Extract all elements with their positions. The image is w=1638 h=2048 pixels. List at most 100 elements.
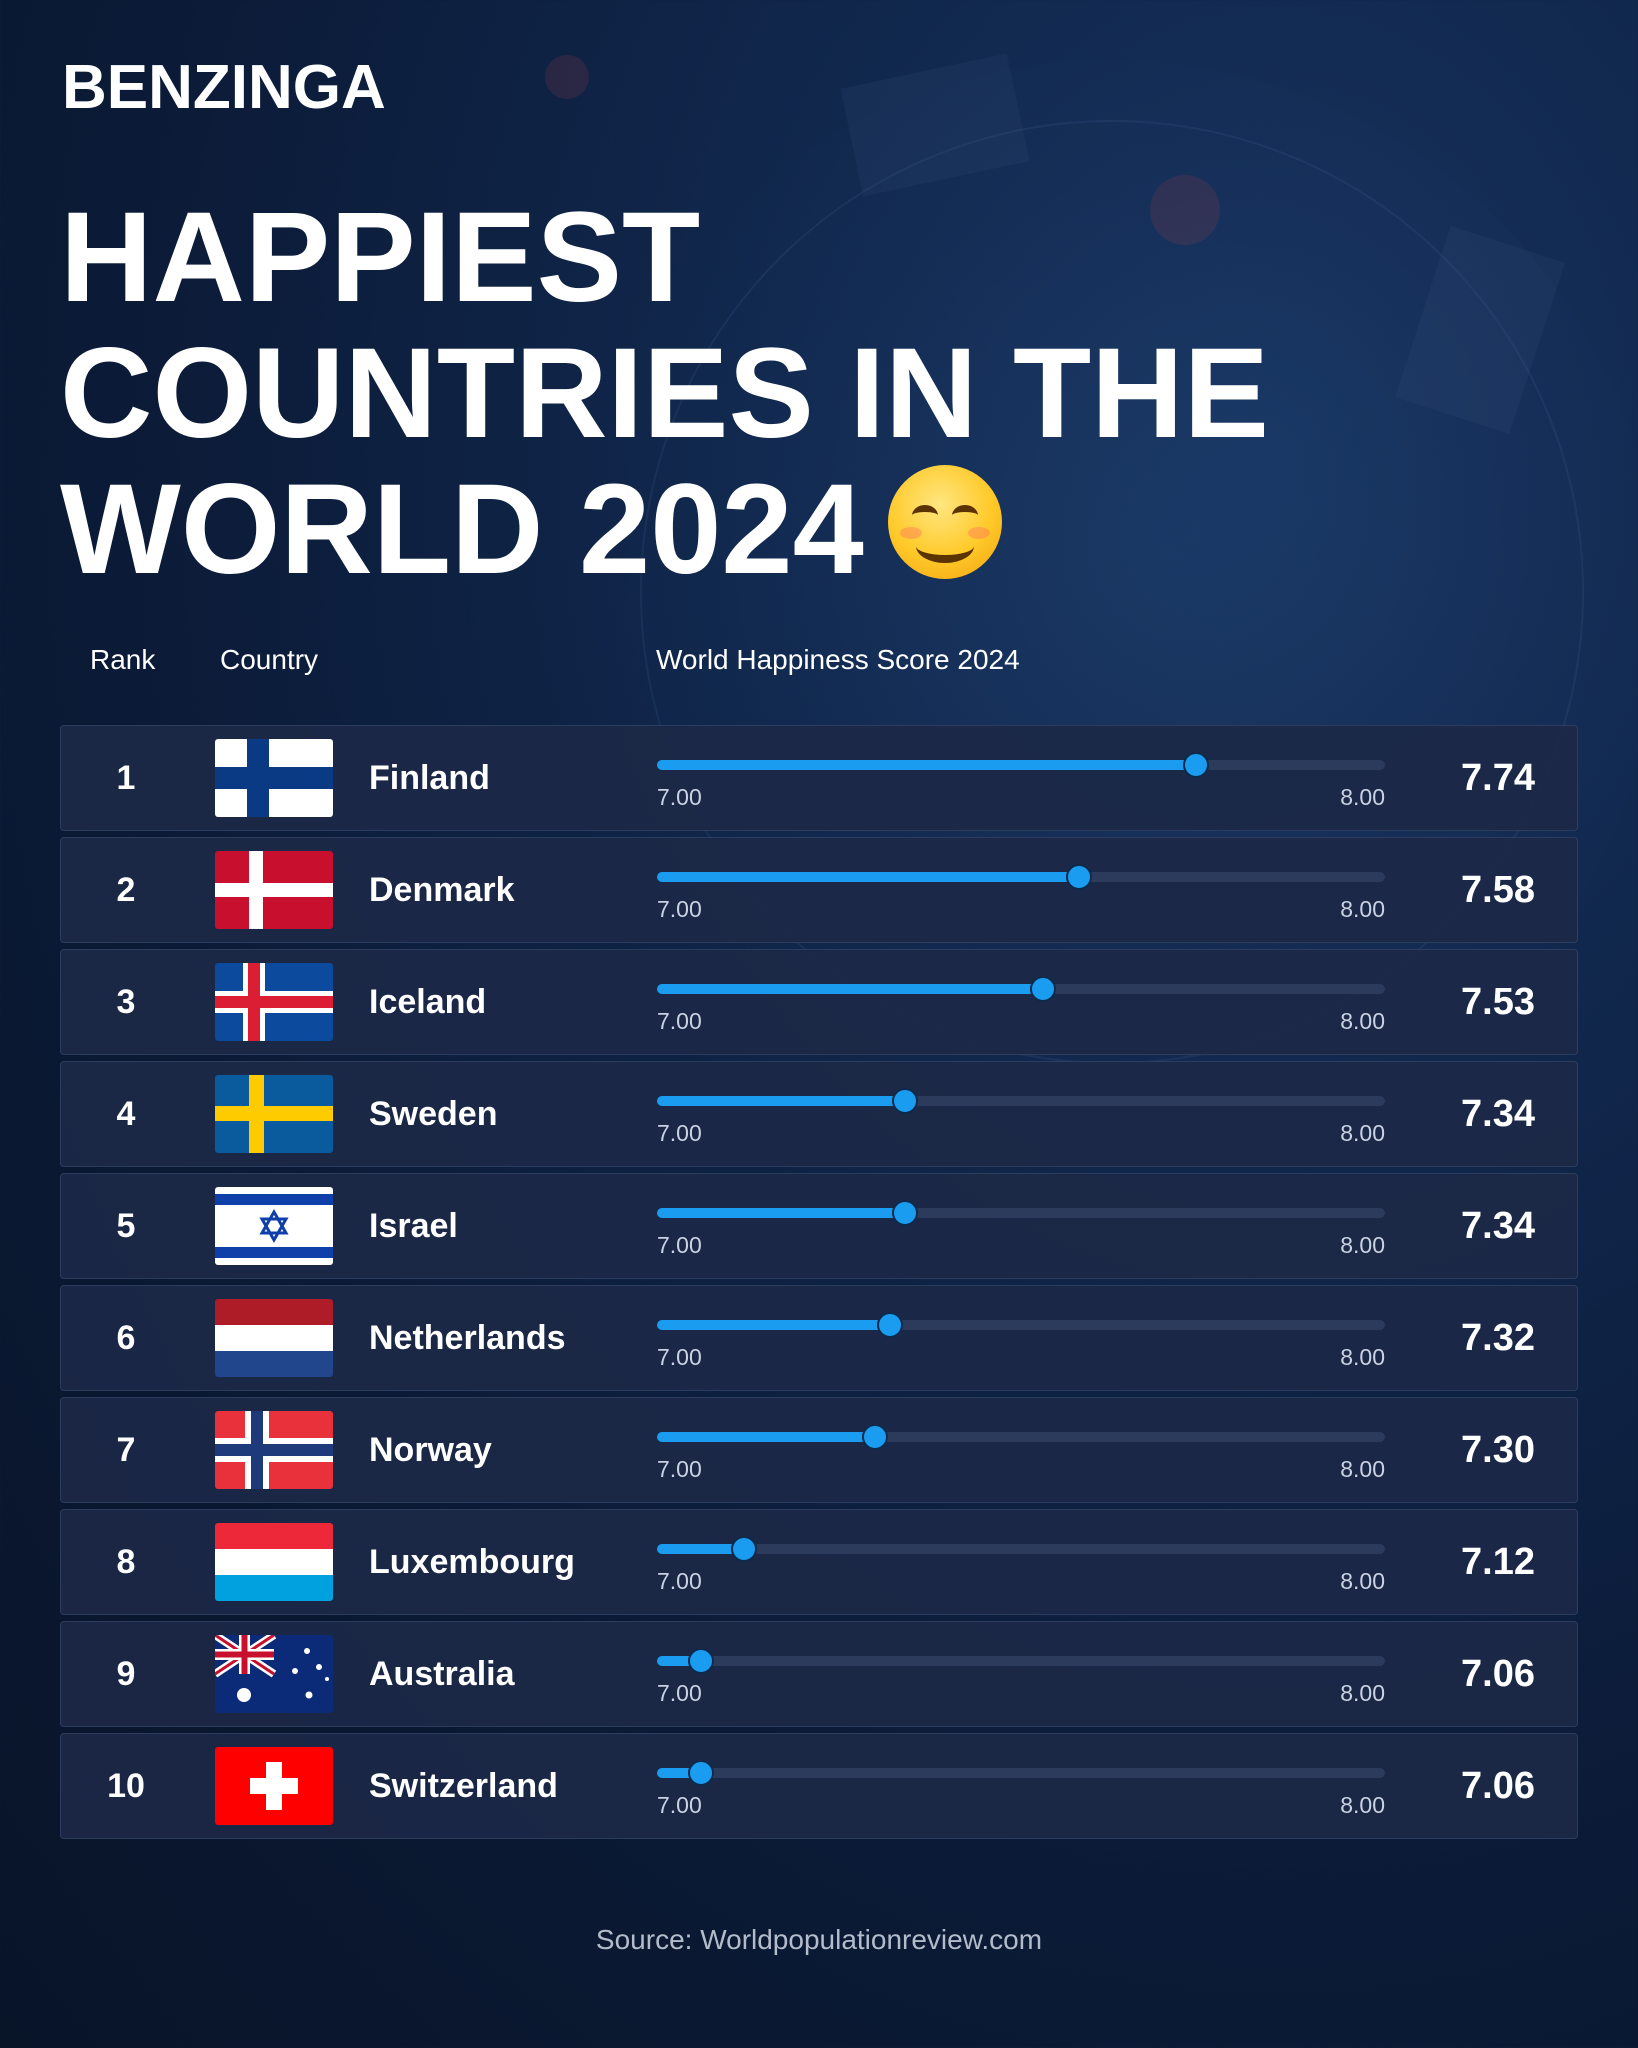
tick-label-max: 8.00 — [1340, 1680, 1385, 1706]
rank-number: 8 — [116, 1543, 136, 1581]
score-value: 7.30 — [1461, 1429, 1535, 1471]
finland-flag-icon — [215, 739, 333, 817]
score-bar-track — [657, 1536, 1385, 1562]
tick-label-max: 8.00 — [1340, 896, 1385, 922]
country-name: Norway — [369, 1431, 492, 1469]
country-header: Country — [220, 644, 319, 675]
israel-flag-icon — [215, 1187, 333, 1265]
score-marker — [731, 1536, 757, 1562]
country-name: Australia — [369, 1655, 515, 1693]
score-bar — [657, 1432, 875, 1442]
country-name: Luxembourg — [369, 1543, 575, 1581]
tick-label-min: 7.00 — [657, 1456, 702, 1482]
score-value: 7.12 — [1461, 1541, 1535, 1583]
brand-logo: BENZINGA — [62, 53, 386, 122]
score-value: 7.58 — [1461, 869, 1535, 911]
score-bar — [657, 1208, 905, 1218]
score-bar — [657, 1768, 701, 1778]
netherlands-flag-icon — [215, 1299, 333, 1377]
tick-label-min: 7.00 — [657, 1792, 702, 1818]
column-headers: Rank Country World Happiness Score 2024 — [0, 644, 1638, 684]
score-bar — [657, 1096, 905, 1106]
country-name: Israel — [369, 1207, 458, 1245]
table-row: 5 Israel 7.00 8.00 7.34 — [60, 1173, 1578, 1279]
table-row: 3 Iceland 7.00 8.00 7.53 — [60, 949, 1578, 1055]
tick-label-max: 8.00 — [1340, 1344, 1385, 1370]
score-value: 7.53 — [1461, 981, 1535, 1023]
score-value: 7.06 — [1461, 1765, 1535, 1807]
score-value: 7.34 — [1461, 1205, 1535, 1247]
score-marker — [1183, 752, 1209, 778]
country-name: Netherlands — [369, 1319, 566, 1357]
tick-label-min: 7.00 — [657, 1568, 702, 1594]
table-row: 9 Australia 7.00 8.00 7.06 — [60, 1621, 1578, 1727]
tick-label-min: 7.00 — [657, 1008, 702, 1034]
tick-label-max: 8.00 — [1340, 1120, 1385, 1146]
tick-label-max: 8.00 — [1340, 1008, 1385, 1034]
table-row: 7 Norway 7.00 8.00 7.30 — [60, 1397, 1578, 1503]
australia-flag-icon — [215, 1635, 333, 1713]
smiling-face-icon — [887, 465, 1002, 579]
score-value: 7.74 — [1461, 757, 1535, 799]
switzerland-flag-icon — [215, 1747, 333, 1825]
score-marker — [892, 1088, 918, 1114]
score-bar — [657, 872, 1079, 882]
sweden-flag-icon — [215, 1075, 333, 1153]
rank-number: 4 — [116, 1095, 136, 1133]
score-bar — [657, 760, 1196, 770]
ranking-table: 1 Finland 7.00 8.00 7.74 2 Denmark 7.00 8.00 7.58… — [60, 725, 1578, 1845]
tick-label-max: 8.00 — [1340, 1792, 1385, 1818]
country-name: Sweden — [369, 1095, 498, 1133]
score-bar-track — [657, 1648, 1385, 1674]
rank-number: 10 — [107, 1767, 145, 1805]
score-value: 7.06 — [1461, 1653, 1535, 1695]
score-bar-track — [657, 976, 1385, 1002]
page-title-text: HAPPIEST COUNTRIES IN THE WORLD 2024 — [60, 186, 1269, 601]
score-bar — [657, 1320, 890, 1330]
table-row: 6 Netherlands 7.00 8.00 7.32 — [60, 1285, 1578, 1391]
tick-label-min: 7.00 — [657, 1344, 702, 1370]
score-value: 7.34 — [1461, 1093, 1535, 1135]
source-note: Source: Worldpopulationreview.com — [595, 1924, 1043, 1955]
rank-header: Rank — [90, 644, 156, 675]
tick-label-min: 7.00 — [657, 1232, 702, 1258]
score-bar-track — [657, 1200, 1385, 1226]
score-value: 7.32 — [1461, 1317, 1535, 1359]
score-bar-track — [657, 1424, 1385, 1450]
score-bar — [657, 1544, 744, 1554]
score-header: World Happiness Score 2024 — [656, 644, 1020, 675]
luxembourg-flag-icon — [215, 1523, 333, 1601]
score-marker — [688, 1760, 714, 1786]
rank-number: 6 — [116, 1319, 136, 1357]
iceland-flag-icon — [215, 963, 333, 1041]
score-marker — [688, 1648, 714, 1674]
background-dot — [545, 55, 589, 99]
country-name: Switzerland — [369, 1767, 558, 1805]
rank-number: 1 — [116, 759, 136, 797]
score-bar-track — [657, 1088, 1385, 1114]
rank-number: 2 — [116, 871, 136, 909]
tick-label-max: 8.00 — [1340, 1568, 1385, 1594]
score-bar-track — [657, 1312, 1385, 1338]
rank-number: 9 — [116, 1655, 136, 1693]
tick-label-min: 7.00 — [657, 896, 702, 922]
rank-number: 5 — [116, 1207, 136, 1245]
score-marker — [1030, 976, 1056, 1002]
score-bar — [657, 984, 1043, 994]
score-bar — [657, 1656, 701, 1666]
page-title: HAPPIEST COUNTRIES IN THE WORLD 2024 — [60, 190, 1460, 598]
score-marker — [862, 1424, 888, 1450]
country-name: Iceland — [369, 983, 487, 1021]
table-row: 4 Sweden 7.00 8.00 7.34 — [60, 1061, 1578, 1167]
score-marker — [1066, 864, 1092, 890]
rank-number: 7 — [116, 1431, 136, 1469]
background-dot — [1150, 175, 1220, 245]
tick-label-min: 7.00 — [657, 1680, 702, 1706]
norway-flag-icon — [215, 1411, 333, 1489]
country-name: Denmark — [369, 871, 515, 909]
tick-label-max: 8.00 — [1340, 784, 1385, 810]
table-row: 10 Switzerland 7.00 8.00 7.06 — [60, 1733, 1578, 1839]
table-row: 1 Finland 7.00 8.00 7.74 — [60, 725, 1578, 831]
table-row: 8 Luxembourg 7.00 8.00 7.12 — [60, 1509, 1578, 1615]
tick-label-max: 8.00 — [1340, 1456, 1385, 1482]
